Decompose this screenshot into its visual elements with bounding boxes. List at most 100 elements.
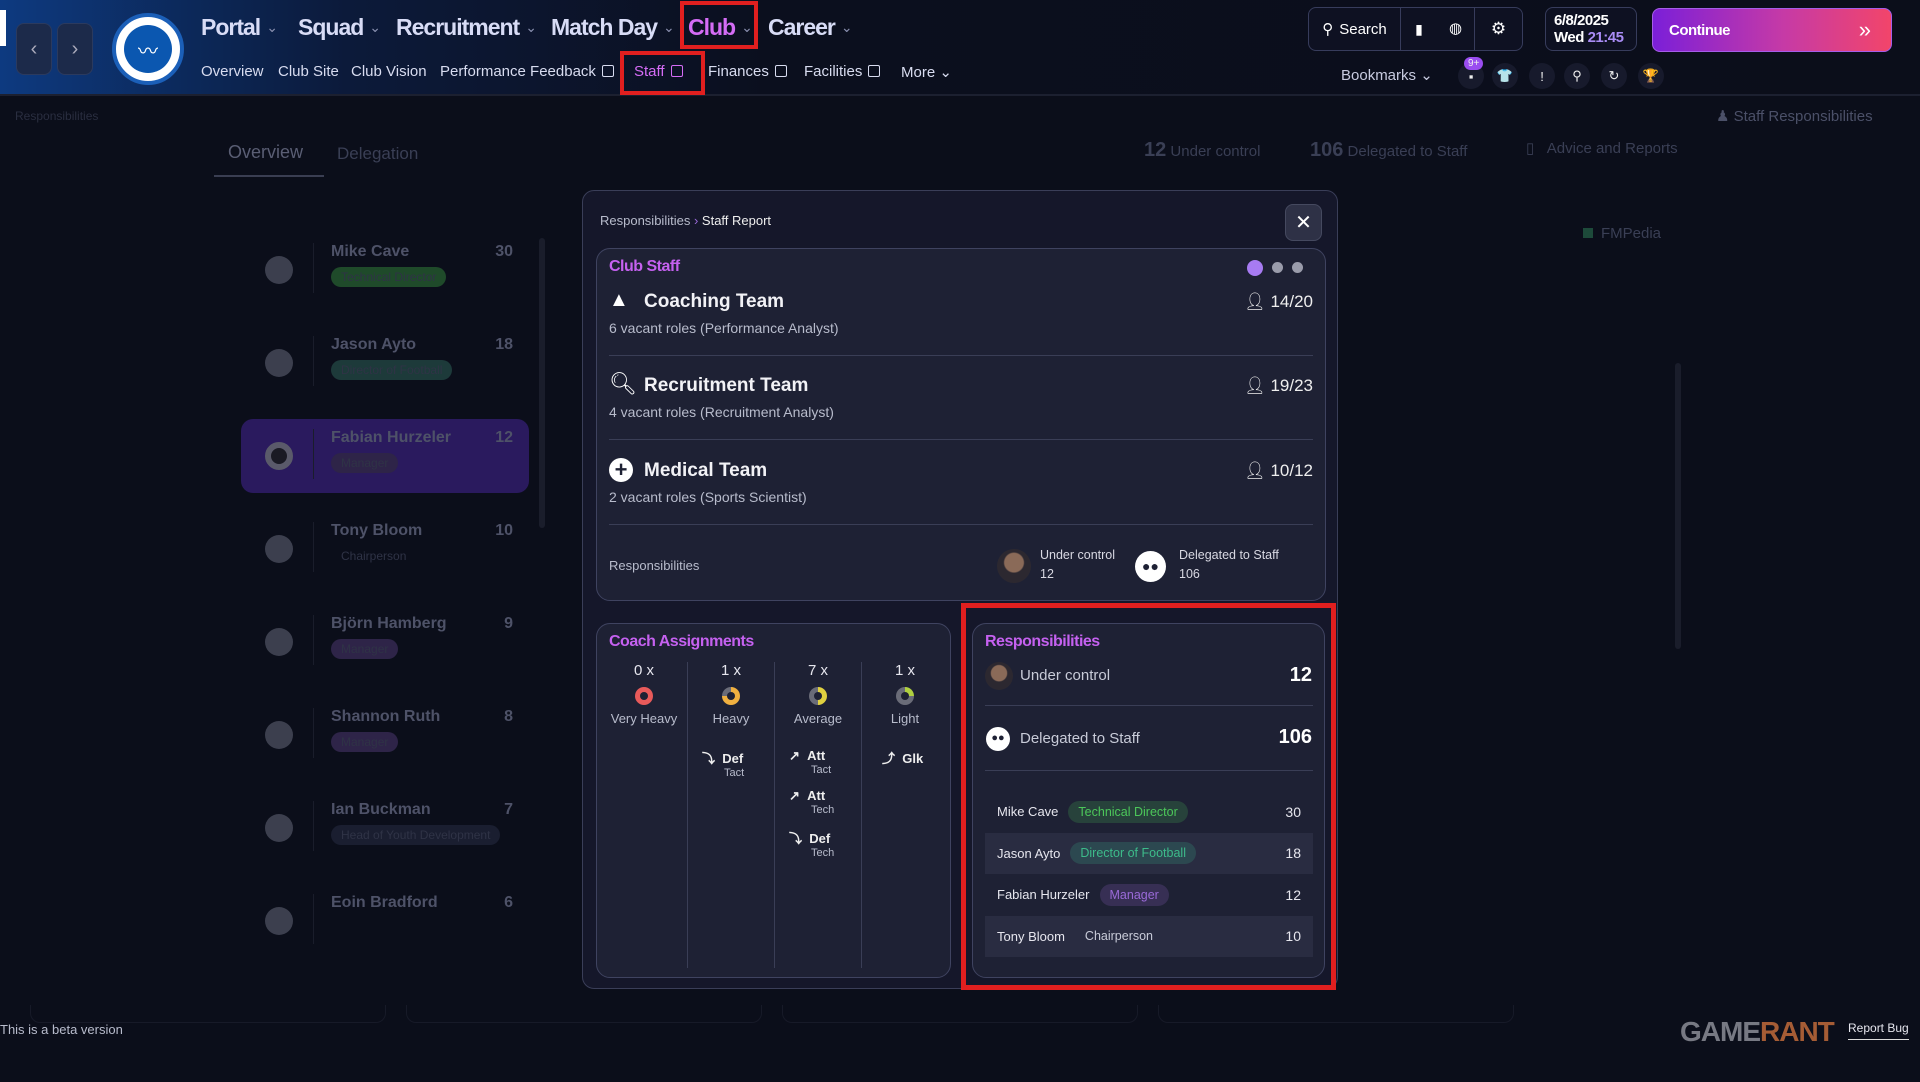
- main-nav-career[interactable]: Career ⌄: [768, 14, 853, 41]
- divider: [313, 336, 314, 386]
- staff-count: 12: [495, 429, 513, 446]
- carousel-dot-active[interactable]: [1247, 260, 1263, 276]
- team-vacancies: 2 vacant roles (Sports Scientist): [609, 489, 807, 505]
- assignment-main: Def: [809, 831, 831, 846]
- subnav-more[interactable]: More ⌄: [901, 63, 952, 81]
- workload-count: 0 x: [633, 662, 654, 679]
- responsibility-row[interactable]: Tony Bloom Chairperson 10: [985, 915, 1313, 957]
- chevron-down-icon: ⌄: [840, 19, 853, 35]
- bookmarks-dropdown[interactable]: Bookmarks ⌄: [1341, 66, 1433, 84]
- person-icon: 👤︎: [1244, 292, 1271, 311]
- coach-assignment-entry[interactable]: ⤴ Glk: [882, 748, 948, 767]
- breadcrumb-responsibilities[interactable]: Responsibilities: [600, 213, 691, 228]
- time-text: 21:45: [1587, 29, 1624, 46]
- delegated-summary: Delegated to Staff 106: [1179, 546, 1279, 584]
- manager-avatar: [997, 549, 1031, 583]
- main-nav-portal[interactable]: Portal ⌄: [201, 14, 278, 41]
- under-control-label: Under control: [1020, 667, 1111, 684]
- staff-list-item[interactable]: Ian Buckman 7 Head of Youth Development: [241, 791, 529, 865]
- tab-overview[interactable]: Overview: [228, 142, 304, 162]
- main-nav-squad[interactable]: Squad ⌄: [298, 14, 381, 41]
- coach-assignment-entry[interactable]: ↗ Att Tech: [789, 788, 861, 816]
- bottom-cards-faint: [30, 1005, 1530, 1023]
- staff-list-item[interactable]: Eoin Bradford 6: [241, 884, 529, 958]
- stat-value: 12: [1144, 139, 1167, 161]
- chevron-down-icon: ⌄: [741, 19, 753, 35]
- trophy-icon[interactable]: 🏆: [1638, 63, 1664, 89]
- carousel-dot[interactable]: [1292, 262, 1303, 273]
- team-name: Coaching Team: [644, 291, 785, 312]
- shirt-icon[interactable]: 👕: [1492, 63, 1518, 89]
- date-text: 6/8/2025: [1554, 12, 1609, 29]
- messages-icon[interactable]: ▪ 9+: [1458, 57, 1484, 89]
- person-icon: 👤︎: [1244, 376, 1271, 395]
- globe-icon[interactable]: ◍: [1437, 8, 1475, 50]
- coach-assignment-entry[interactable]: ⤵ Def Tact: [702, 748, 774, 779]
- responsibility-row[interactable]: Mike Cave Technical Director 30: [985, 791, 1313, 832]
- advice-and-reports-button[interactable]: ▯ Advice and Reports: [1526, 139, 1678, 157]
- main-nav-recruitment[interactable]: Recruitment ⌄: [396, 14, 537, 41]
- subnav-overview[interactable]: Overview: [201, 63, 264, 80]
- subnav-club-site[interactable]: Club Site: [278, 63, 339, 80]
- subnav-facilities[interactable]: Facilities: [804, 63, 881, 80]
- alert-report-icon[interactable]: !: [1529, 63, 1555, 89]
- advice-label: Advice and Reports: [1546, 140, 1678, 157]
- double-chevron-right-icon: »: [1858, 17, 1871, 42]
- bookmarks-label: Bookmarks: [1341, 67, 1417, 84]
- fmpedia-link[interactable]: FMPedia: [1583, 225, 1661, 242]
- nav-label: Match Day: [551, 14, 658, 40]
- coach-assignment-entry[interactable]: ↗ Att Tact: [789, 748, 861, 776]
- workload-column: 1 x Light ⤴ Glk: [862, 662, 948, 767]
- staff-responsibilities-link[interactable]: ♟ Staff Responsibilities: [1716, 107, 1873, 125]
- bookmark-icon[interactable]: ▮: [1415, 20, 1423, 37]
- responsibility-row[interactable]: Jason Ayto Director of Football 18: [985, 832, 1313, 874]
- team-vacancies: 4 vacant roles (Recruitment Analyst): [609, 404, 834, 420]
- subnav-finances[interactable]: Finances: [708, 63, 787, 80]
- notification-badge: 9+: [1464, 57, 1484, 70]
- club-staff-title: Club Staff: [609, 258, 680, 275]
- main-nav-match-day[interactable]: Match Day ⌄: [551, 14, 675, 41]
- staff-avatar: [265, 442, 293, 470]
- panel-scrollbar[interactable]: [1675, 363, 1681, 649]
- continue-label: Continue: [1669, 21, 1731, 39]
- fmpedia-label: FMPedia: [1601, 225, 1662, 242]
- date-time-box[interactable]: 6/8/2025 Wed 21:45: [1545, 7, 1637, 51]
- subnav-staff[interactable]: Staff: [634, 63, 683, 80]
- staff-responsibilities-label: Staff Responsibilities: [1733, 108, 1873, 125]
- report-icon: ▯: [1526, 140, 1539, 157]
- staff-list-item[interactable]: Shannon Ruth 8 Manager: [241, 698, 529, 772]
- continue-button[interactable]: Continue »: [1652, 8, 1892, 52]
- report-bug-link[interactable]: Report Bug: [1848, 1021, 1909, 1040]
- scout-search-icon[interactable]: ⚲: [1564, 63, 1590, 89]
- settings-gear-icon[interactable]: ⚙: [1490, 19, 1507, 38]
- club-crest-logo[interactable]: 〰: [112, 13, 184, 85]
- stat-label: Delegated to Staff: [1347, 143, 1468, 160]
- subnav-club-vision[interactable]: Club Vision: [351, 63, 427, 80]
- main-nav-club[interactable]: Club ⌄: [688, 14, 753, 41]
- staff-list-item[interactable]: Jason Ayto 18 Director of Football: [241, 326, 529, 400]
- search-button[interactable]: ⚲ Search: [1309, 8, 1401, 50]
- staff-list-item[interactable]: Mike Cave 30 Technical Director: [241, 233, 529, 307]
- coach-assignments-title: Coach Assignments: [609, 633, 754, 650]
- back-button[interactable]: ‹: [16, 23, 52, 75]
- staff-name: Fabian Hurzeler: [997, 887, 1090, 902]
- assignment-sub: Tact: [724, 767, 745, 779]
- staff-list-item[interactable]: Tony Bloom 10 Chairperson: [241, 512, 529, 586]
- staff-name: Eoin Bradford: [331, 894, 438, 911]
- team-count-value: 14/20: [1270, 292, 1313, 311]
- tab-delegation[interactable]: Delegation: [337, 144, 419, 163]
- highlight-box-club: [680, 1, 758, 49]
- highlight-box-responsibilities: [961, 603, 1336, 990]
- close-button[interactable]: ✕: [1285, 204, 1322, 241]
- carousel-dot[interactable]: [1272, 262, 1283, 273]
- responsibility-row[interactable]: Fabian Hurzeler Manager 12: [985, 874, 1313, 915]
- coach-assignment-entry[interactable]: ⤵ Def Tech: [789, 828, 861, 859]
- subnav-performance-feedback[interactable]: Performance Feedback: [440, 63, 614, 80]
- staff-list-item[interactable]: Fabian Hurzeler 12 Manager: [241, 419, 529, 493]
- staff-name: Jason Ayto: [331, 336, 417, 353]
- forward-button[interactable]: ›: [57, 23, 93, 75]
- staff-list-item[interactable]: Björn Hamberg 9 Manager: [241, 605, 529, 679]
- list-scrollbar[interactable]: [539, 238, 545, 528]
- workload-donut-icon: [896, 687, 914, 705]
- refresh-icon[interactable]: ↻: [1601, 63, 1627, 89]
